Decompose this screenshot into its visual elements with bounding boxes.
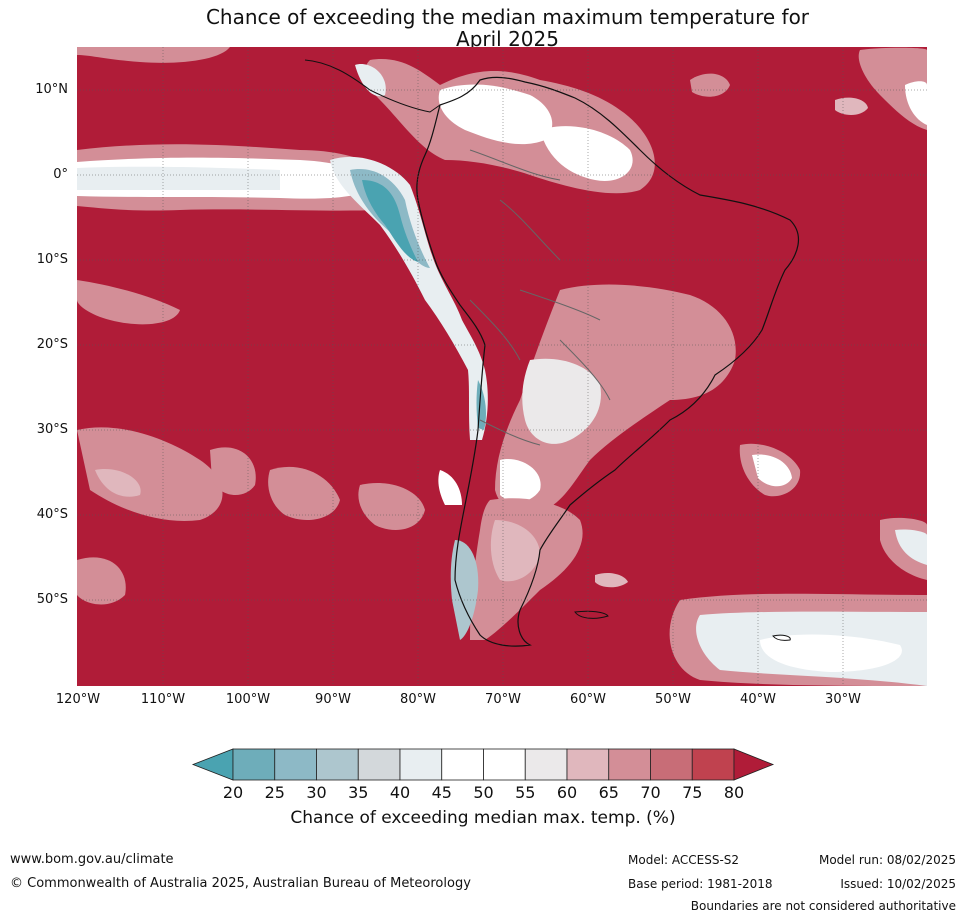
map-title-line-2: April 2025 xyxy=(456,27,559,51)
colorbar-segment xyxy=(524,748,568,781)
colorbar-tick-label: 70 xyxy=(640,783,661,802)
colorbar-tick-label: 60 xyxy=(556,783,578,802)
issued-date: Issued: 10/02/2025 xyxy=(840,877,956,891)
map-plot-area xyxy=(77,47,927,686)
colorbar-tick-label: 65 xyxy=(598,783,619,802)
base-period: Base period: 1981-2018 xyxy=(628,877,773,891)
copyright-text: © Commonwealth of Australia 2025, Austra… xyxy=(10,876,471,891)
lon-label: 50°W xyxy=(655,692,691,707)
colorbar-segment xyxy=(274,748,317,781)
colorbar-extend-low xyxy=(191,748,234,781)
boundary-disclaimer: Boundaries are not considered authoritat… xyxy=(690,899,956,913)
lon-label: 30°W xyxy=(825,692,861,707)
south-america-coastline xyxy=(416,76,800,647)
colorbar-tick-label: 80 xyxy=(723,783,745,802)
colorbar-segment xyxy=(399,748,443,781)
lat-label: 30°S xyxy=(36,422,68,437)
lat-label: 10°S xyxy=(36,252,68,267)
colorbar-segment xyxy=(232,748,276,781)
colorbar-tick-label: 25 xyxy=(264,783,285,802)
colorbar-tick-label: 35 xyxy=(348,783,369,802)
colorbar-tick-label: 45 xyxy=(431,783,452,802)
south-america-interior-zone xyxy=(495,284,736,514)
lon-label: 100°W xyxy=(225,692,271,707)
lon-label: 80°W xyxy=(400,692,436,707)
colorbar-segment xyxy=(483,748,526,781)
colorbar-segment xyxy=(650,748,693,781)
colorbar-extend-high xyxy=(733,748,775,781)
lat-label: 50°S xyxy=(36,592,68,607)
colorbar-segment xyxy=(441,748,484,781)
colorbar-segment xyxy=(316,748,359,781)
lon-label: 70°W xyxy=(485,692,521,707)
colorbar-tick-label: 75 xyxy=(682,783,703,802)
model-run-date: Model run: 08/02/2025 xyxy=(818,853,956,867)
colorbar-segment xyxy=(357,748,401,781)
colorbar-label: Chance of exceeding median max. temp. (%… xyxy=(290,808,676,828)
lat-label: 0° xyxy=(53,167,68,182)
lat-label: 10°N xyxy=(35,82,68,97)
lon-label: 120°W xyxy=(55,692,101,707)
lon-label: 60°W xyxy=(570,692,606,707)
model-name: Model: ACCESS-S2 xyxy=(628,853,740,867)
lat-label: 20°S xyxy=(36,337,68,352)
colorbar-segment xyxy=(691,748,735,781)
colorbar-tick-label: 30 xyxy=(306,783,327,802)
colorbar-segment xyxy=(566,748,610,781)
coastal-teal-zone xyxy=(330,156,488,440)
colorbar xyxy=(191,748,775,781)
lon-label: 110°W xyxy=(140,692,186,707)
website-link[interactable]: www.bom.gov.au/climate xyxy=(10,852,174,867)
graticule xyxy=(77,47,927,686)
colorbar-tick-label: 20 xyxy=(222,783,244,802)
colorbar-tick-label: 50 xyxy=(473,783,494,802)
colorbar-tick-label: 55 xyxy=(515,783,536,802)
lat-label: 40°S xyxy=(36,507,68,522)
lon-label: 90°W xyxy=(315,692,351,707)
colorbar-tick-label: 40 xyxy=(389,783,411,802)
colorbar-segment xyxy=(608,748,651,781)
map-title-line-1: Chance of exceeding the median maximum t… xyxy=(205,5,810,29)
lon-label: 40°W xyxy=(740,692,776,707)
